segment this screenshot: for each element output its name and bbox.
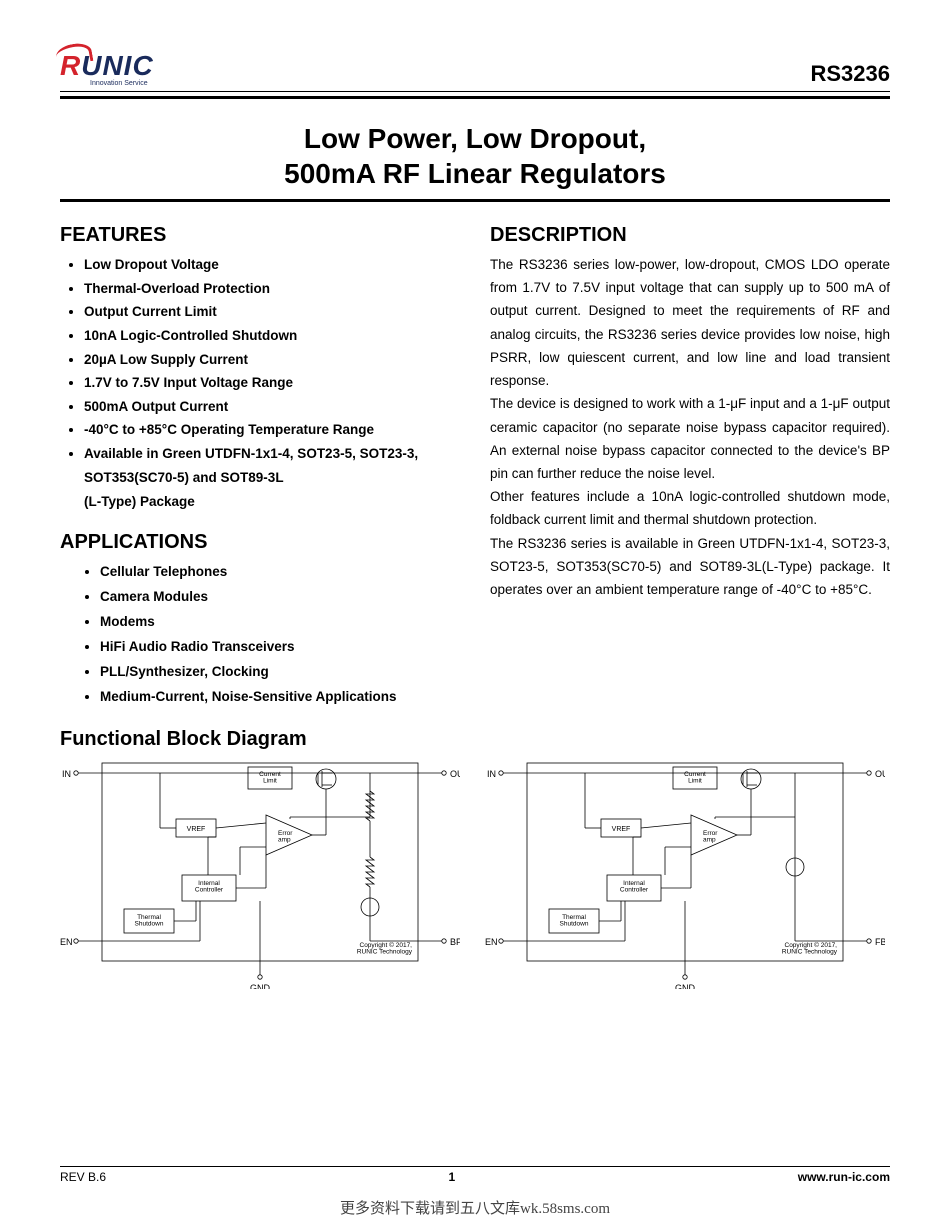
application-item: Cellular Telephones — [100, 560, 460, 585]
footer-page: 1 — [449, 1170, 456, 1184]
svg-text:Copyright © 2017,RUNIC Technol: Copyright © 2017,RUNIC Technology — [357, 941, 413, 956]
title-line2: 500mA RF Linear Regulators — [284, 158, 666, 189]
application-item: Modems — [100, 610, 460, 635]
divider — [60, 96, 890, 99]
application-item: Camera Modules — [100, 585, 460, 610]
page-title: Low Power, Low Dropout, 500mA RF Linear … — [60, 121, 890, 191]
svg-text:IN: IN — [62, 769, 71, 779]
description-p4: The RS3236 series is available in Green … — [490, 532, 890, 602]
part-number: RS3236 — [810, 61, 890, 87]
features-list: Low Dropout Voltage Thermal-Overload Pro… — [60, 253, 460, 513]
right-column: DESCRIPTION The RS3236 series low-power,… — [490, 224, 890, 710]
description-p2: The device is designed to work with a 1-… — [490, 392, 890, 485]
application-item: HiFi Audio Radio Transceivers — [100, 635, 460, 660]
block-diagram-right: IN OUT EN FB GND CurrentLimit VREF Erroramp Inte… — [485, 757, 890, 989]
svg-text:VREF: VREF — [612, 826, 631, 833]
logo: RUNIC Innovation Service — [60, 50, 154, 87]
svg-text:GND: GND — [675, 983, 696, 989]
watermark: 更多资料下载请到五八文库wk.58sms.com — [0, 1197, 950, 1218]
description-heading: DESCRIPTION — [490, 224, 890, 247]
footer-rev: REV B.6 — [60, 1170, 106, 1184]
feature-item: 10nA Logic-Controlled Shutdown — [84, 324, 460, 348]
footer: REV B.6 1 www.run-ic.com — [60, 1166, 890, 1184]
feature-item: 20µA Low Supply Current — [84, 348, 460, 372]
feature-item-sub: (L-Type) Package — [84, 491, 460, 513]
applications-heading: APPLICATIONS — [60, 531, 460, 554]
svg-text:OUT: OUT — [450, 769, 460, 779]
logo-text: RUNIC — [60, 50, 154, 82]
svg-text:IN: IN — [487, 769, 496, 779]
svg-text:ThermalShutdown: ThermalShutdown — [560, 914, 589, 928]
block-diagrams: IN OUT EN BP GND CurrentLimit VREF Erroramp Inte… — [60, 757, 890, 989]
description-p3: Other features include a 10nA logic-cont… — [490, 485, 890, 531]
svg-text:CurrentLimit: CurrentLimit — [259, 771, 281, 785]
svg-text:InternalController: InternalController — [620, 880, 649, 894]
svg-text:Erroramp: Erroramp — [703, 830, 718, 844]
block-diagram-left: IN OUT EN BP GND CurrentLimit VREF Erroramp Inte… — [60, 757, 465, 989]
svg-text:EN: EN — [485, 937, 498, 947]
svg-text:InternalController: InternalController — [195, 880, 224, 894]
svg-text:CurrentLimit: CurrentLimit — [684, 771, 706, 785]
application-item: PLL/Synthesizer, Clocking — [100, 660, 460, 685]
svg-text:OUT: OUT — [875, 769, 885, 779]
footer-url: www.run-ic.com — [798, 1170, 890, 1184]
title-line1: Low Power, Low Dropout, — [304, 123, 646, 154]
applications-list: Cellular Telephones Camera Modules Modem… — [60, 560, 460, 710]
feature-item-main: Available in Green UTDFN-1x1-4, SOT23-5,… — [84, 446, 418, 485]
feature-item: -40°C to +85°C Operating Temperature Ran… — [84, 418, 460, 442]
application-item: Medium-Current, Noise-Sensitive Applicat… — [100, 685, 460, 710]
feature-item: 1.7V to 7.5V Input Voltage Range — [84, 371, 460, 395]
svg-text:Erroramp: Erroramp — [278, 830, 293, 844]
description-p1: The RS3236 series low-power, low-dropout… — [490, 253, 890, 392]
feature-item: 500mA Output Current — [84, 395, 460, 419]
svg-text:Copyright © 2017,RUNIC Technol: Copyright © 2017,RUNIC Technology — [782, 941, 838, 956]
svg-text:FB: FB — [875, 937, 885, 947]
block-diagram-heading: Functional Block Diagram — [60, 728, 890, 751]
left-column: FEATURES Low Dropout Voltage Thermal-Ove… — [60, 224, 460, 710]
feature-item: Available in Green UTDFN-1x1-4, SOT23-5,… — [84, 442, 460, 513]
feature-item: Output Current Limit — [84, 300, 460, 324]
feature-item: Low Dropout Voltage — [84, 253, 460, 277]
svg-text:GND: GND — [250, 983, 271, 989]
svg-text:BP: BP — [450, 937, 460, 947]
svg-text:EN: EN — [60, 937, 73, 947]
divider — [60, 199, 890, 202]
svg-text:ThermalShutdown: ThermalShutdown — [135, 914, 164, 928]
features-heading: FEATURES — [60, 224, 460, 247]
header: RUNIC Innovation Service RS3236 — [60, 50, 890, 92]
svg-text:VREF: VREF — [187, 826, 206, 833]
feature-item: Thermal-Overload Protection — [84, 277, 460, 301]
